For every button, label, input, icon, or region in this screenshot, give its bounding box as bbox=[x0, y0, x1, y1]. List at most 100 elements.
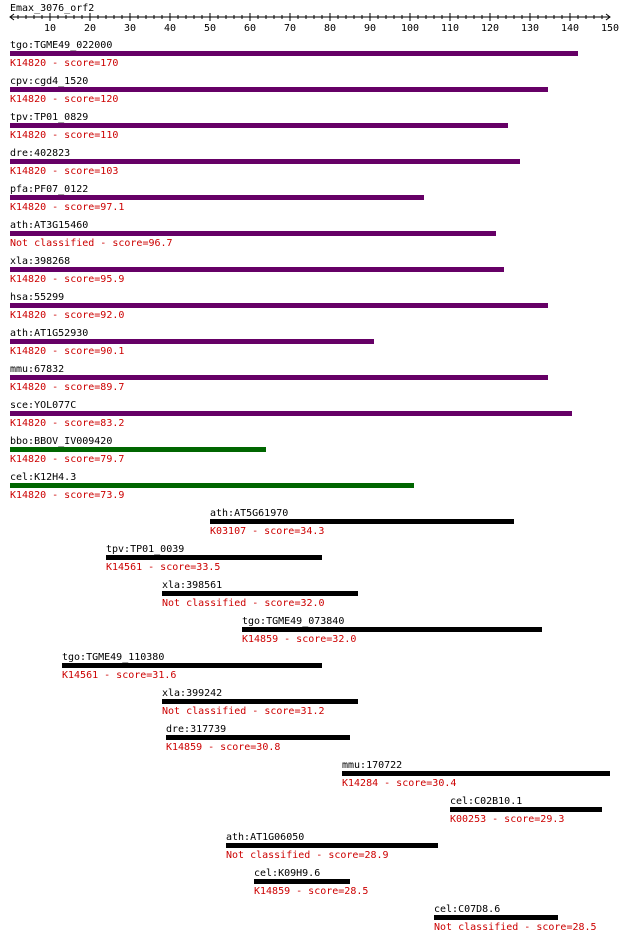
hit-name[interactable]: mmu:67832 bbox=[10, 364, 64, 375]
hit-row[interactable]: cel:K09H9.6 K14859 - score=28.5 bbox=[254, 868, 368, 897]
hit-name[interactable]: cpv:cgd4_1520 bbox=[10, 76, 88, 87]
hit-alignment-bar[interactable] bbox=[106, 555, 322, 560]
hit-alignment-bar[interactable] bbox=[10, 339, 374, 344]
hit-alignment-bar[interactable] bbox=[10, 123, 508, 128]
hit-score-label[interactable]: K14820 - score=89.7 bbox=[10, 382, 124, 393]
hit-row[interactable]: xla:398268 K14820 - score=95.9 bbox=[10, 256, 504, 285]
hit-name[interactable]: ath:AT1G06050 bbox=[226, 832, 304, 843]
hit-row[interactable]: xla:399242 Not classified - score=31.2 bbox=[162, 688, 358, 717]
hit-alignment-bar[interactable] bbox=[162, 699, 358, 704]
hit-row[interactable]: ath:AT1G06050 Not classified - score=28.9 bbox=[226, 832, 438, 861]
hit-name[interactable]: xla:398268 bbox=[10, 256, 70, 267]
hit-row[interactable]: cel:K12H4.3 K14820 - score=73.9 bbox=[10, 472, 414, 501]
hit-name[interactable]: tpv:TP01_0829 bbox=[10, 112, 88, 123]
hit-name[interactable]: mmu:170722 bbox=[342, 760, 402, 771]
hit-score-label[interactable]: K14820 - score=110 bbox=[10, 130, 118, 141]
hit-name[interactable]: tpv:TP01_0039 bbox=[106, 544, 184, 555]
hit-alignment-bar[interactable] bbox=[10, 231, 496, 236]
hit-alignment-bar[interactable] bbox=[434, 915, 558, 920]
hit-score-label[interactable]: K00253 - score=29.3 bbox=[450, 814, 564, 825]
hit-alignment-bar[interactable] bbox=[10, 51, 578, 56]
hit-score-label[interactable]: K14820 - score=83.2 bbox=[10, 418, 124, 429]
hit-alignment-bar[interactable] bbox=[10, 375, 548, 380]
hit-name[interactable]: xla:399242 bbox=[162, 688, 222, 699]
hit-alignment-bar[interactable] bbox=[10, 411, 572, 416]
hit-score-label[interactable]: K14859 - score=30.8 bbox=[166, 742, 280, 753]
hit-alignment-bar[interactable] bbox=[254, 879, 350, 884]
hit-name[interactable]: dre:317739 bbox=[166, 724, 226, 735]
hit-alignment-bar[interactable] bbox=[226, 843, 438, 848]
hit-name[interactable]: ath:AT3G15460 bbox=[10, 220, 88, 231]
hit-score-label[interactable]: K14820 - score=103 bbox=[10, 166, 118, 177]
hit-row[interactable]: bbo:BBOV_IV009420 K14820 - score=79.7 bbox=[10, 436, 266, 465]
hit-alignment-bar[interactable] bbox=[62, 663, 322, 668]
hit-alignment-bar[interactable] bbox=[162, 591, 358, 596]
hit-row[interactable]: tgo:TGME49_022000 K14820 - score=170 bbox=[10, 40, 578, 69]
hit-score-label[interactable]: K14820 - score=92.0 bbox=[10, 310, 124, 321]
hit-name[interactable]: cel:C02B10.1 bbox=[450, 796, 522, 807]
hit-row[interactable]: tgo:TGME49_073840 K14859 - score=32.0 bbox=[242, 616, 542, 645]
hit-score-label[interactable]: Not classified - score=32.0 bbox=[162, 598, 325, 609]
hit-score-label[interactable]: Not classified - score=96.7 bbox=[10, 238, 173, 249]
hit-score-label[interactable]: K14820 - score=97.1 bbox=[10, 202, 124, 213]
hit-name[interactable]: hsa:55299 bbox=[10, 292, 64, 303]
hit-name[interactable]: sce:YOL077C bbox=[10, 400, 76, 411]
hit-alignment-bar[interactable] bbox=[10, 303, 548, 308]
hit-score-label[interactable]: K14820 - score=95.9 bbox=[10, 274, 124, 285]
hit-row[interactable]: cpv:cgd4_1520 K14820 - score=120 bbox=[10, 76, 548, 105]
hit-score-label[interactable]: K14859 - score=28.5 bbox=[254, 886, 368, 897]
hit-alignment-bar[interactable] bbox=[342, 771, 610, 776]
hit-score-label[interactable]: K14820 - score=120 bbox=[10, 94, 118, 105]
hit-score-label[interactable]: K14561 - score=33.5 bbox=[106, 562, 220, 573]
hit-row[interactable]: pfa:PF07_0122 K14820 - score=97.1 bbox=[10, 184, 424, 213]
hit-row[interactable]: hsa:55299 K14820 - score=92.0 bbox=[10, 292, 548, 321]
hit-row[interactable]: mmu:67832 K14820 - score=89.7 bbox=[10, 364, 548, 393]
hit-alignment-bar[interactable] bbox=[242, 627, 542, 632]
hit-row[interactable]: cel:C07D8.6 Not classified - score=28.5 bbox=[434, 904, 597, 933]
hit-score-label[interactable]: K14820 - score=73.9 bbox=[10, 490, 124, 501]
hit-name[interactable]: ath:AT1G52930 bbox=[10, 328, 88, 339]
hit-score-label[interactable]: K14284 - score=30.4 bbox=[342, 778, 456, 789]
hit-row[interactable]: mmu:170722 K14284 - score=30.4 bbox=[342, 760, 610, 789]
hit-alignment-bar[interactable] bbox=[166, 735, 350, 740]
hit-row[interactable]: tgo:TGME49_110380 K14561 - score=31.6 bbox=[62, 652, 322, 681]
hit-score-label[interactable]: Not classified - score=28.9 bbox=[226, 850, 389, 861]
hit-name[interactable]: pfa:PF07_0122 bbox=[10, 184, 88, 195]
hit-row[interactable]: ath:AT5G61970 K03107 - score=34.3 bbox=[210, 508, 514, 537]
hit-alignment-bar[interactable] bbox=[450, 807, 602, 812]
hit-name[interactable]: ath:AT5G61970 bbox=[210, 508, 288, 519]
hit-name[interactable]: xla:398561 bbox=[162, 580, 222, 591]
hit-name[interactable]: tgo:TGME49_110380 bbox=[62, 652, 164, 663]
hit-name[interactable]: cel:K09H9.6 bbox=[254, 868, 320, 879]
hit-name[interactable]: bbo:BBOV_IV009420 bbox=[10, 436, 112, 447]
hit-row[interactable]: dre:402823 K14820 - score=103 bbox=[10, 148, 520, 177]
hit-score-label[interactable]: K14561 - score=31.6 bbox=[62, 670, 176, 681]
hit-alignment-bar[interactable] bbox=[210, 519, 514, 524]
hit-score-label[interactable]: Not classified - score=28.5 bbox=[434, 922, 597, 933]
hit-alignment-bar[interactable] bbox=[10, 159, 520, 164]
hit-row[interactable]: ath:AT3G15460 Not classified - score=96.7 bbox=[10, 220, 496, 249]
hit-row[interactable]: tpv:TP01_0829 K14820 - score=110 bbox=[10, 112, 508, 141]
hit-score-label[interactable]: K14820 - score=170 bbox=[10, 58, 118, 69]
hit-row[interactable]: tpv:TP01_0039 K14561 - score=33.5 bbox=[106, 544, 322, 573]
hit-name[interactable]: tgo:TGME49_073840 bbox=[242, 616, 344, 627]
hit-name[interactable]: dre:402823 bbox=[10, 148, 70, 159]
hit-row[interactable]: cel:C02B10.1 K00253 - score=29.3 bbox=[450, 796, 602, 825]
hit-row[interactable]: xla:398561 Not classified - score=32.0 bbox=[162, 580, 358, 609]
hit-score-label[interactable]: K14820 - score=90.1 bbox=[10, 346, 124, 357]
hit-row[interactable]: dre:317739 K14859 - score=30.8 bbox=[166, 724, 350, 753]
hit-name[interactable]: cel:K12H4.3 bbox=[10, 472, 76, 483]
hit-alignment-bar[interactable] bbox=[10, 87, 548, 92]
hit-score-label[interactable]: K03107 - score=34.3 bbox=[210, 526, 324, 537]
hit-alignment-bar[interactable] bbox=[10, 483, 414, 488]
hit-alignment-bar[interactable] bbox=[10, 447, 266, 452]
hit-name[interactable]: tgo:TGME49_022000 bbox=[10, 40, 112, 51]
hit-alignment-bar[interactable] bbox=[10, 195, 424, 200]
hit-score-label[interactable]: K14859 - score=32.0 bbox=[242, 634, 356, 645]
hit-row[interactable]: ath:AT1G52930 K14820 - score=90.1 bbox=[10, 328, 374, 357]
hit-score-label[interactable]: Not classified - score=31.2 bbox=[162, 706, 325, 717]
hit-alignment-bar[interactable] bbox=[10, 267, 504, 272]
hit-score-label[interactable]: K14820 - score=79.7 bbox=[10, 454, 124, 465]
hit-name[interactable]: cel:C07D8.6 bbox=[434, 904, 500, 915]
hit-row[interactable]: sce:YOL077C K14820 - score=83.2 bbox=[10, 400, 572, 429]
